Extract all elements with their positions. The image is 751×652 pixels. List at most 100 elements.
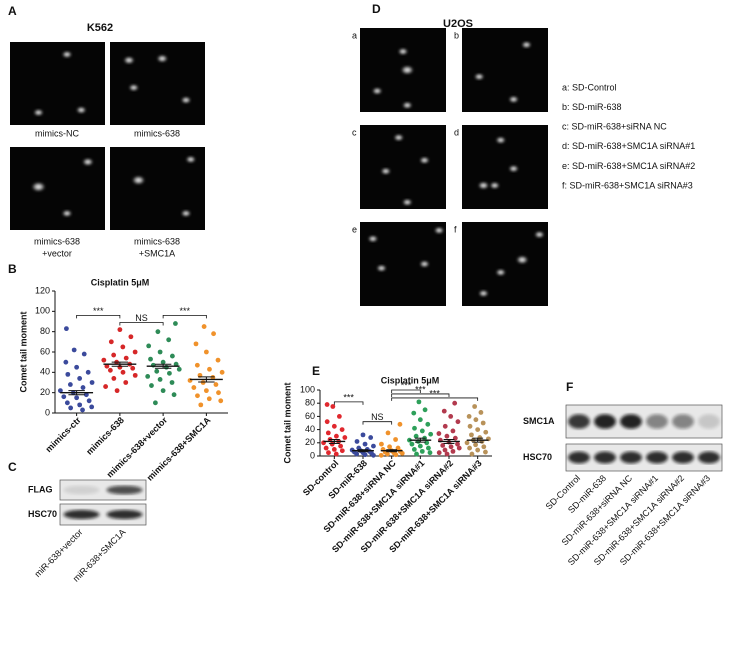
data-point (411, 447, 417, 452)
data-point (419, 428, 425, 434)
data-point (456, 445, 462, 451)
comet (33, 109, 44, 117)
data-point (333, 451, 339, 457)
panel-label: F (566, 380, 573, 394)
comet (372, 87, 383, 95)
data-point (167, 370, 172, 376)
blot (565, 443, 723, 472)
data-point (440, 443, 446, 448)
band (63, 509, 100, 520)
data-point (472, 404, 478, 409)
band (63, 485, 100, 495)
blot (565, 404, 723, 439)
y-tick-label: 20 (40, 387, 50, 397)
data-point (354, 451, 360, 457)
data-point (89, 380, 95, 385)
row-label: HSC70 (28, 509, 57, 519)
chart-title: Cisplatin 5μM (91, 277, 150, 287)
y-tick-label: 40 (305, 424, 315, 434)
data-point (330, 404, 336, 409)
data-point (467, 423, 473, 429)
data-point (371, 452, 376, 458)
comet (419, 156, 430, 164)
data-point (130, 365, 136, 371)
band (620, 414, 642, 429)
data-point (211, 331, 216, 337)
band (646, 451, 668, 464)
data-point (428, 431, 434, 437)
data-point (176, 366, 182, 372)
significance-label: *** (415, 384, 426, 394)
comet (434, 226, 445, 234)
data-point (74, 364, 80, 370)
data-point (455, 441, 460, 447)
data-point (326, 450, 331, 456)
data-point (107, 367, 113, 373)
significance-label: *** (429, 388, 440, 398)
y-tick-label: 60 (305, 411, 315, 421)
y-axis-label: Comet tail moment (282, 382, 292, 463)
data-point (154, 368, 160, 374)
data-point (473, 417, 479, 423)
significance-bracket (391, 397, 479, 401)
comet (62, 50, 72, 58)
significance-label: *** (343, 392, 354, 402)
data-point (206, 396, 212, 402)
data-point (334, 433, 339, 439)
legend-entry: c: SD-miR-638+siRNA NC (562, 122, 667, 132)
legend-entry: f: SD-miR-638+SMC1A siRNA#3 (562, 180, 693, 190)
data-point (89, 404, 95, 410)
data-point (219, 369, 225, 375)
data-point (442, 447, 448, 453)
data-point (103, 384, 109, 389)
image-letter: f (454, 224, 457, 234)
data-point (452, 400, 458, 406)
data-point (385, 451, 390, 457)
data-point (417, 443, 423, 449)
data-point (414, 451, 419, 457)
band (106, 485, 143, 495)
data-point (169, 353, 175, 359)
data-point (111, 352, 117, 358)
legend-entry: a: SD-Control (562, 82, 617, 92)
data-point (448, 414, 454, 419)
band (698, 414, 720, 429)
data-point (149, 383, 154, 388)
image-letter: a (352, 30, 357, 40)
data-point (397, 421, 403, 427)
data-point (475, 447, 481, 453)
data-point (483, 449, 488, 455)
data-point (117, 327, 123, 333)
band (620, 451, 642, 464)
data-point (441, 408, 447, 414)
significance-bracket (391, 393, 450, 397)
data-point (145, 374, 151, 379)
data-point (329, 441, 335, 447)
comet (508, 165, 519, 173)
data-point (339, 448, 345, 454)
data-point (399, 450, 405, 456)
band (568, 414, 590, 429)
significance-bracket (333, 401, 364, 405)
data-point (436, 431, 442, 436)
y-tick-label: 60 (40, 346, 50, 356)
data-point (466, 414, 472, 419)
data-point (444, 433, 450, 439)
data-point (480, 420, 486, 426)
micrograph (462, 222, 548, 306)
data-point (111, 376, 117, 381)
data-point (120, 369, 126, 375)
data-point (323, 445, 329, 451)
micrograph (110, 42, 205, 125)
image-caption: mimics-638 (134, 236, 180, 246)
micrograph (462, 28, 548, 112)
image-letter: b (454, 30, 459, 40)
data-point (324, 402, 330, 407)
panel-label: A (8, 4, 17, 18)
data-point (450, 428, 456, 434)
data-point (160, 359, 166, 365)
comet (521, 41, 532, 49)
panel-label: C (8, 460, 17, 474)
data-point (108, 339, 114, 345)
